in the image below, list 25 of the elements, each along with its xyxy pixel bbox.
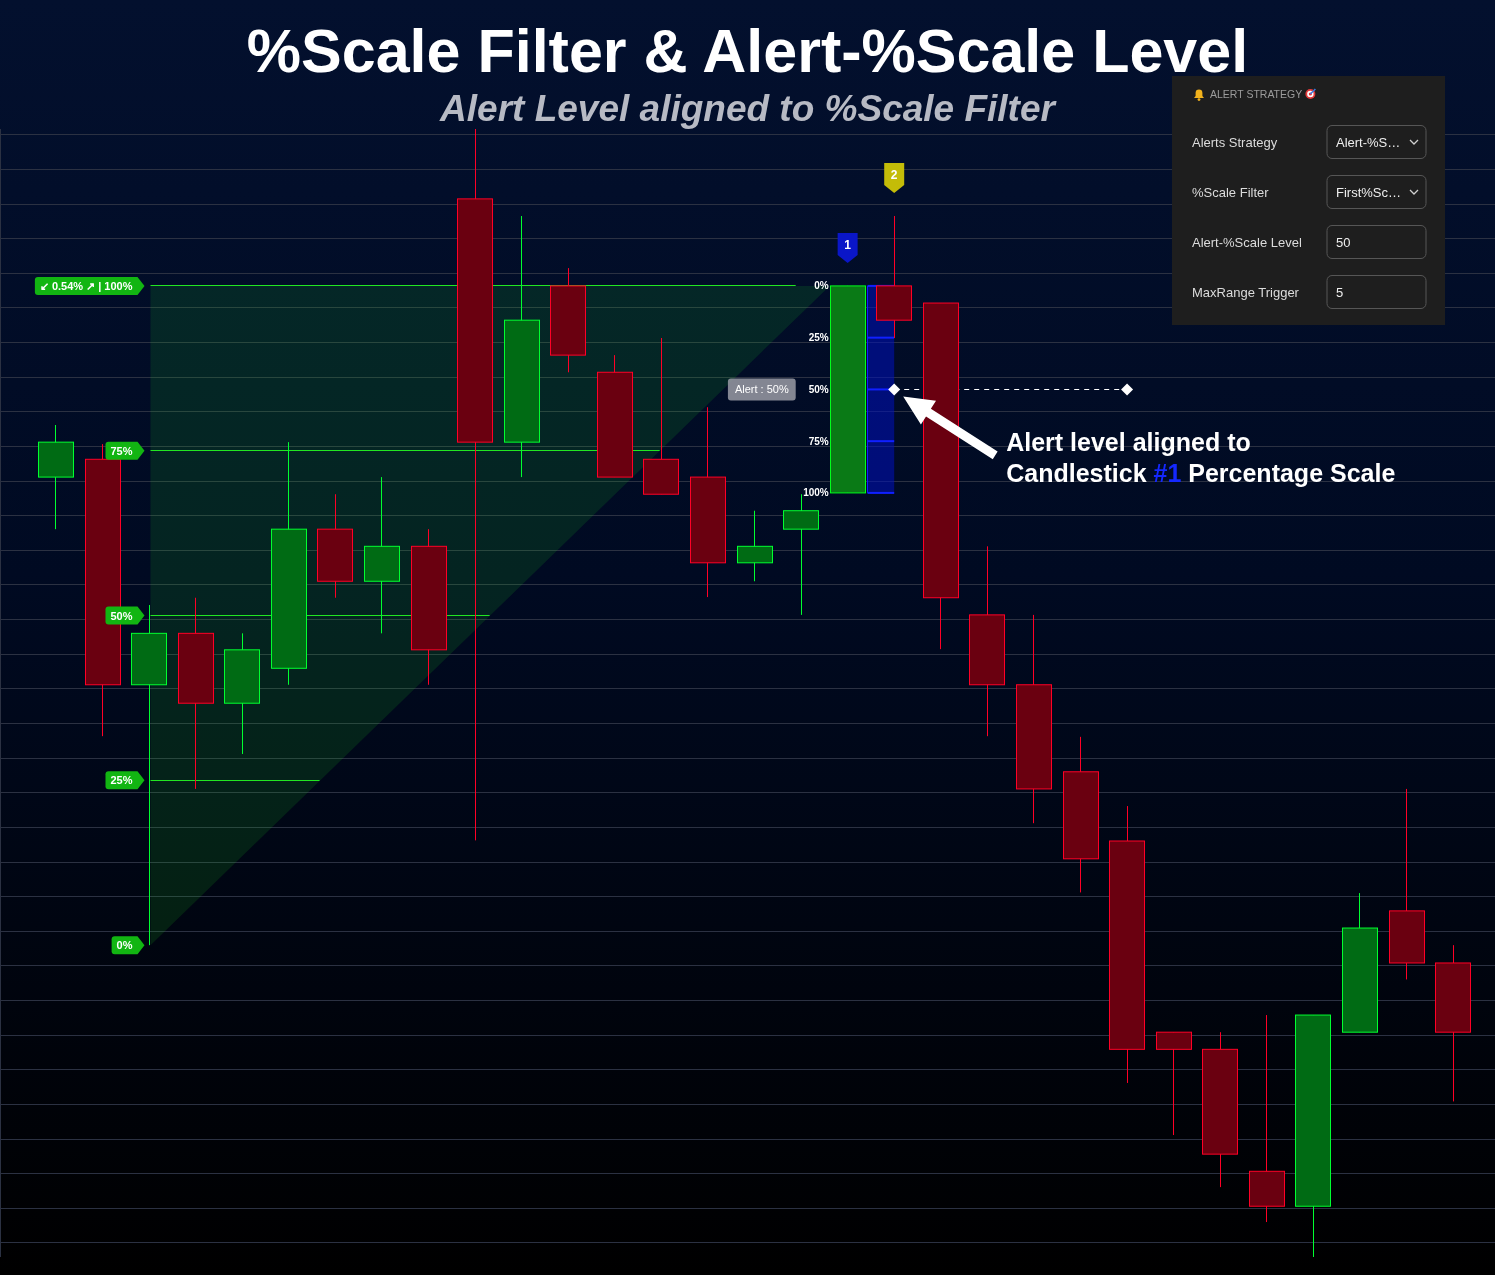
annotation: %Scale Filter [1192,185,1270,200]
chart-subtitle: Alert Level aligned to %Scale Filter [439,88,1058,129]
annotation: 50 [1336,235,1351,250]
y-tick-label: ↙ 0.54% ↗ | 100% [39,279,133,292]
annotation: 100% [803,487,829,499]
annotation: 25% [808,332,829,344]
y-tick-label: 75% [110,444,133,457]
annotation: Alert-%Scale Level [1192,235,1302,250]
text: Alert level aligned to Candlestick #1 Percentage Scale [1006,428,1396,488]
annotation: 5 [1336,285,1344,300]
y-tick-label: 25% [110,774,133,787]
annotation: Alerts Strategy [1192,135,1278,150]
annotation: 50% [808,383,829,395]
annotation: 0% [814,280,829,292]
annotation: 2 [890,168,898,183]
annotation: Alert-%S… [1336,135,1401,150]
text: ALERT STRATEGY [1210,88,1303,100]
annotation: Alert : 50% [734,383,789,396]
annotation: MaxRange Trigger [1192,285,1300,300]
y-tick-label: 50% [110,609,133,622]
annotation: 75% [808,435,829,447]
annotation: First%Sc… [1336,185,1401,200]
chart-title: %Scale Filter & Alert-%Scale Level [246,17,1249,85]
annotation: 1 [844,237,852,252]
y-tick-label: 0% [116,939,133,952]
